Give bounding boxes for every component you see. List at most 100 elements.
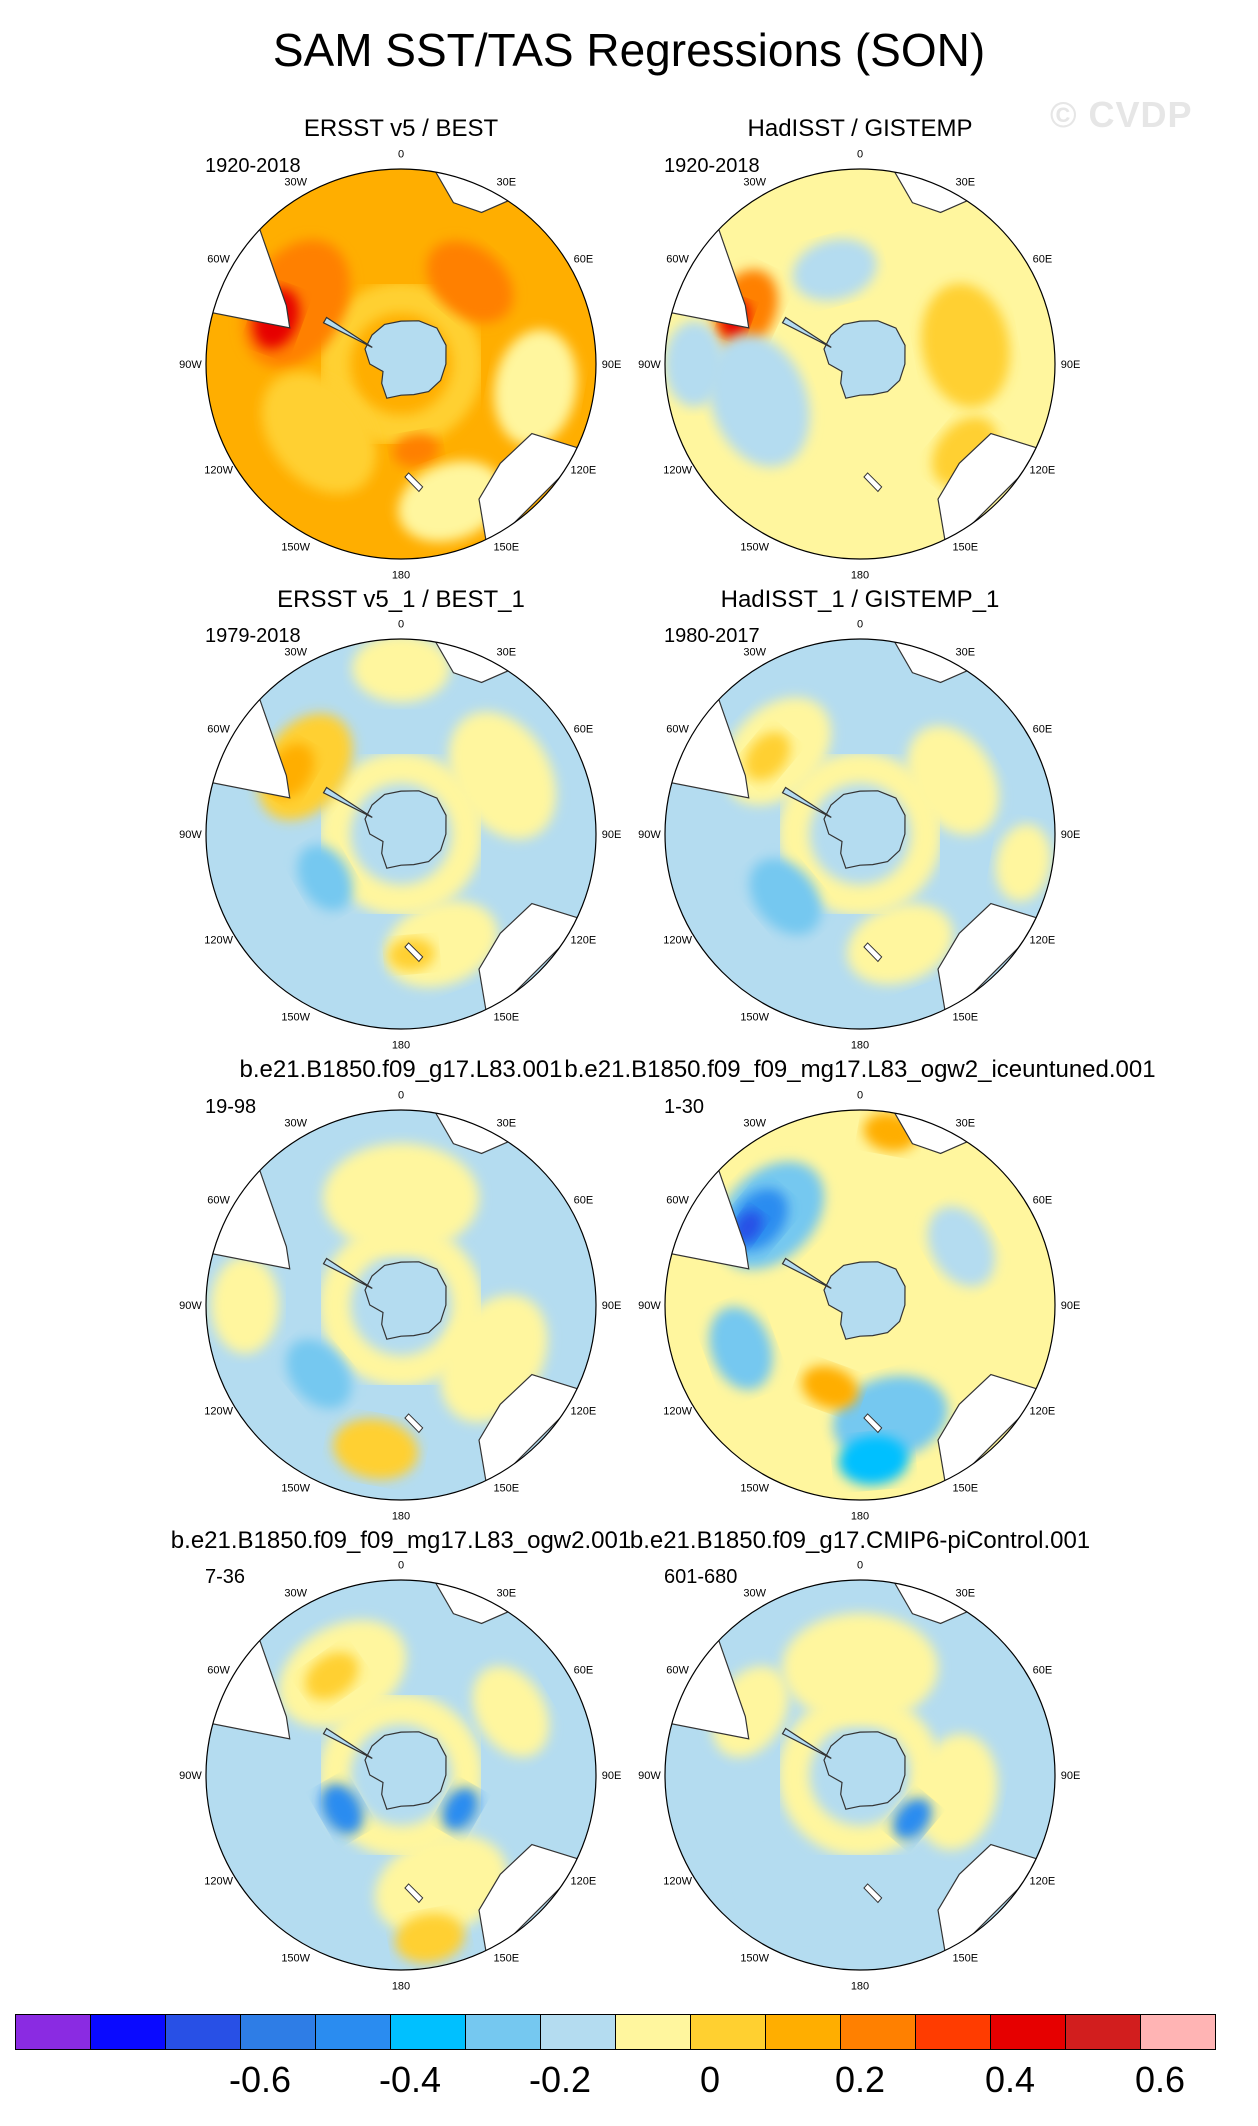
longitude-label: 60W [666, 254, 689, 266]
colorbar-tick-label: 0.2 [834, 2059, 886, 2100]
longitude-label: 60W [207, 1665, 230, 1677]
longitude-label: 30E [497, 647, 517, 659]
regression-patch [801, 1365, 859, 1410]
regression-patch [210, 1256, 280, 1354]
longitude-label: 120W [663, 1405, 692, 1417]
longitude-label: 60E [574, 254, 594, 266]
longitude-label: 180 [392, 1040, 410, 1052]
antarctic-peninsula [781, 786, 832, 818]
longitude-label: 30E [497, 1118, 517, 1130]
regression-patch [906, 725, 999, 836]
longitude-label: 120E [571, 934, 597, 946]
longitude-label: 120W [663, 1875, 692, 1887]
regression-patch [394, 1913, 465, 1964]
longitude-label: 180 [851, 570, 869, 582]
longitude-label: 60E [574, 1195, 594, 1207]
longitude-label: 180 [851, 1511, 869, 1523]
longitude-label: 90E [1061, 1770, 1081, 1782]
colorbar-box [390, 2014, 466, 2050]
new-zealand-land [404, 1883, 424, 1904]
polar-map: 0 30E 60E 90E 120E 150E 180 150W 120W 90W 60W 30W [179, 1089, 621, 1523]
longitude-label: 0 [857, 1559, 863, 1571]
longitude-label: 150E [952, 1482, 978, 1494]
longitude-label: 90E [602, 359, 622, 371]
regression-patch [297, 845, 353, 911]
longitude-label: 150W [281, 541, 310, 553]
longitude-label: 150E [952, 541, 978, 553]
polar-map: 0 30E 60E 90E 120E 150E 180 150W 120W 90W 60W 30W [638, 148, 1080, 582]
colorbar-tick-label: -0.4 [378, 2059, 442, 2100]
regression-patch [838, 1435, 909, 1486]
longitude-label: 30W [284, 647, 307, 659]
longitude-label: 150E [493, 1952, 519, 1964]
longitude-label: 150W [740, 1011, 769, 1023]
longitude-label: 150E [493, 1011, 519, 1023]
figure-title: SAM SST/TAS Regressions (SON) [272, 24, 986, 76]
longitude-label: 150E [952, 1011, 978, 1023]
longitude-label: 90W [638, 359, 661, 371]
regression-patch [921, 283, 1010, 408]
longitude-label: 30E [497, 177, 517, 189]
regression-patch [709, 1306, 773, 1390]
colorbar-tick-label: -0.6 [228, 2059, 292, 2100]
longitude-label: 30E [956, 177, 976, 189]
longitude-label: 90W [638, 1770, 661, 1782]
regression-patch [261, 372, 376, 494]
longitude-label: 0 [398, 1559, 404, 1571]
regression-ring [778, 752, 942, 916]
longitude-label: 30E [956, 647, 976, 659]
longitude-label: 150E [493, 541, 519, 553]
longitude-label: 120W [663, 934, 692, 946]
regression-patch [333, 1418, 419, 1480]
longitude-label: 0 [398, 1089, 404, 1101]
regression-patch [304, 1652, 359, 1700]
regression-patch [847, 903, 953, 985]
longitude-label: 60E [574, 724, 594, 736]
regression-patch [323, 1143, 479, 1253]
longitude-label: 60W [666, 1665, 689, 1677]
colorbar-box [315, 2014, 391, 2050]
longitude-label: 30E [497, 1588, 517, 1600]
longitude-label: 60E [1033, 1665, 1053, 1677]
longitude-label: 60E [1033, 1195, 1053, 1207]
colorbar [15, 2014, 1216, 2050]
longitude-label: 30W [284, 177, 307, 189]
new-zealand-land [404, 942, 424, 963]
longitude-label: 120W [204, 1405, 233, 1417]
longitude-label: 0 [857, 1089, 863, 1101]
panel-period: 1920-2018 [664, 155, 760, 177]
colorbar-box [690, 2014, 766, 2050]
regression-patch [749, 858, 822, 935]
longitude-label: 180 [392, 1511, 410, 1523]
longitude-label: 150W [281, 1011, 310, 1023]
longitude-label: 120E [1030, 934, 1056, 946]
map-border [664, 1579, 1056, 1971]
panel-title: b.e21.B1850.f09_f09_mg17.L83_ogw2.001 [170, 1527, 632, 1554]
longitude-label: 120E [571, 1875, 597, 1887]
longitude-label: 90E [602, 829, 622, 841]
longitude-label: 90W [638, 1300, 661, 1312]
longitude-label: 90W [179, 829, 202, 841]
panel-title: b.e21.B1850.f09_g17.L83.001 [239, 1056, 563, 1083]
longitude-label: 120E [571, 1405, 597, 1417]
map-border [664, 168, 1056, 560]
polar-map: 0 30E 60E 90E 120E 150E 180 150W 120W 90W 60W 30W [638, 618, 1080, 1051]
antarctic-peninsula [781, 1257, 832, 1289]
regression-ring [319, 1693, 483, 1857]
map-border [664, 1109, 1056, 1501]
colorbar-box [90, 2014, 166, 2050]
longitude-label: 30E [956, 1118, 976, 1130]
longitude-label: 0 [398, 618, 404, 630]
regression-patch [426, 241, 514, 323]
regression-patch [352, 639, 450, 703]
longitude-label: 60W [207, 254, 230, 266]
longitude-label: 150W [740, 1482, 769, 1494]
colorbar-box [990, 2014, 1066, 2050]
panel-title: b.e21.B1850.f09_g17.CMIP6-piControl.001 [629, 1527, 1091, 1554]
panel-title: ERSST v5 / BEST [303, 115, 499, 142]
regression-patch [393, 433, 440, 468]
longitude-label: 120E [571, 464, 597, 476]
longitude-label: 180 [392, 570, 410, 582]
longitude-label: 30W [743, 177, 766, 189]
longitude-label: 0 [398, 148, 404, 160]
